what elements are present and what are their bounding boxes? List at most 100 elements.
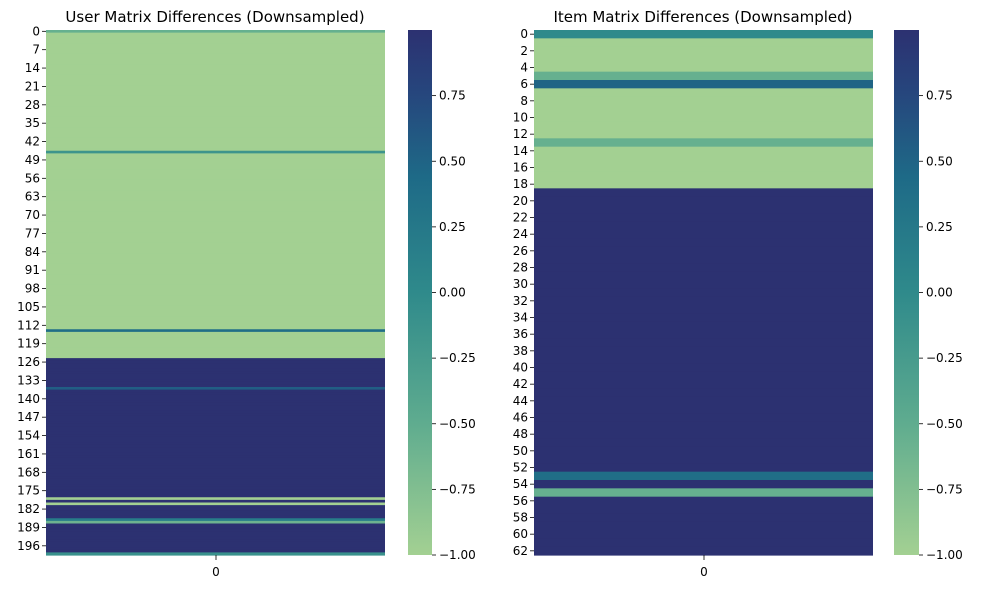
user-heatmap-cell [46, 392, 385, 396]
user-heatmap-cell [46, 360, 385, 364]
user-y-tick-label: 168 [17, 465, 40, 479]
item-heatmap-cell [534, 263, 873, 273]
user-colorbar-tick-label: −1.00 [439, 548, 476, 562]
user-heatmap-cell [46, 90, 385, 94]
item-y-tick-label: 24 [513, 227, 528, 241]
user-heatmap-cell [46, 468, 385, 472]
user-heatmap-cell [46, 463, 385, 467]
user-heatmap-cell [46, 397, 385, 401]
user-heatmap-cell [46, 473, 385, 477]
user-heatmap-cell [46, 489, 385, 493]
user-heatmap-cell [46, 439, 385, 443]
user-colorbar-tick-label: −0.75 [439, 482, 476, 496]
item-heatmap-cell [534, 363, 873, 373]
user-y-tick-label: 98 [25, 282, 40, 296]
user-heatmap-cell [46, 331, 385, 336]
item-heatmap-cell [534, 488, 873, 498]
user-y-tick-label: 28 [25, 98, 40, 112]
user-heatmap-cell [46, 255, 385, 259]
user-heatmap-cell [46, 95, 385, 99]
user-heatmap-cell [46, 266, 385, 270]
user-heatmap-cell [46, 61, 385, 65]
item-heatmap-cell [534, 463, 873, 473]
item-y-tick-label: 4 [520, 61, 528, 75]
user-heatmap-cell [46, 507, 385, 511]
user-y-tick-label: 14 [25, 61, 40, 75]
user-y-tick-label: 7 [32, 43, 40, 57]
user-x-tick-label: 0 [212, 565, 220, 579]
user-y-tick-label: 126 [17, 355, 40, 369]
item-heatmap-cell [534, 496, 873, 506]
item-colorbar-tick-label: −1.00 [926, 548, 963, 562]
user-heatmap-cell [46, 528, 385, 532]
user-heatmap-cell [46, 295, 385, 299]
user-y-tick-label: 84 [25, 245, 40, 259]
item-colorbar-tick-label: 0.50 [926, 154, 953, 168]
user-heatmap-cell [46, 444, 385, 448]
user-y-tick-label: 63 [25, 190, 40, 204]
user-heatmap-cell [46, 471, 385, 475]
user-heatmap-cell [46, 106, 385, 110]
user-heatmap-cell [46, 549, 385, 553]
item-heatmap-cell [534, 55, 873, 64]
item-heatmap-cell [534, 538, 873, 548]
user-y-tick-label: 154 [17, 429, 40, 443]
user-heatmap-cell [46, 494, 385, 498]
user-heatmap-cell [46, 499, 385, 504]
user-heatmap-cell [46, 426, 385, 430]
item-heatmap-cell [534, 46, 873, 56]
user-heatmap-cell [46, 381, 385, 385]
user-heatmap-cell [46, 268, 385, 273]
user-heatmap-cell [46, 276, 385, 280]
item-heatmap-cell [534, 430, 873, 439]
item-y-tick-label: 56 [513, 494, 528, 508]
item-colorbar-tick-label: 0.75 [926, 89, 953, 103]
user-heatmap-cell [46, 387, 385, 391]
user-heatmap-cell [46, 274, 385, 278]
user-heatmap-cell [46, 541, 385, 546]
user-heatmap-cell [46, 423, 385, 427]
item-heatmap-cell [534, 330, 873, 339]
item-heatmap-cell [534, 405, 873, 414]
user-y-tick-label: 112 [17, 318, 40, 332]
user-heatmap-cell [46, 156, 385, 160]
user-heatmap-cell [46, 539, 385, 543]
item-y-tick-label: 2 [520, 44, 528, 58]
item-y-tick-label: 32 [513, 294, 528, 308]
user-heatmap-cell [46, 237, 385, 241]
item-y-tick-label: 44 [513, 394, 528, 408]
item-y-tick-label: 0 [520, 27, 528, 41]
item-heatmap-cell [534, 521, 873, 531]
user-heatmap-cell [46, 465, 385, 469]
user-heatmap-cell [46, 51, 385, 55]
item-heatmap-cell [534, 30, 873, 39]
user-heatmap-cell [46, 526, 385, 530]
item-y-tick-label: 8 [520, 94, 528, 108]
user-heatmap-cell [46, 87, 385, 91]
item-heatmap-cell [534, 130, 873, 139]
user-heatmap-cell [46, 505, 385, 509]
user-heatmap-cell [46, 77, 385, 81]
user-heatmap-cell [46, 190, 385, 194]
item-heatmap-cell [534, 205, 873, 214]
user-heatmap-cell [46, 326, 385, 330]
user-y-tick-label: 105 [17, 300, 40, 314]
user-heatmap-cell [46, 334, 385, 338]
user-heatmap-cell [46, 324, 385, 328]
user-heatmap-cell [46, 242, 385, 246]
user-heatmap-cell [46, 179, 385, 183]
item-heatmap-cell [534, 171, 873, 181]
user-heatmap-cell [46, 30, 385, 34]
item-y-tick-label: 40 [513, 361, 528, 375]
item-y-tick-label: 14 [513, 144, 528, 158]
user-heatmap-cell [46, 53, 385, 57]
user-heatmap-cell [46, 213, 385, 217]
user-heatmap-cell [46, 221, 385, 225]
item-heatmap-cell [534, 380, 873, 389]
user-heatmap-cell [46, 263, 385, 267]
user-heatmap-cell [46, 394, 385, 399]
item-y-tick-label: 26 [513, 244, 528, 258]
user-heatmap-cell [46, 342, 385, 346]
item-heatmap-cell [534, 113, 873, 123]
user-heatmap-cell [46, 58, 385, 63]
